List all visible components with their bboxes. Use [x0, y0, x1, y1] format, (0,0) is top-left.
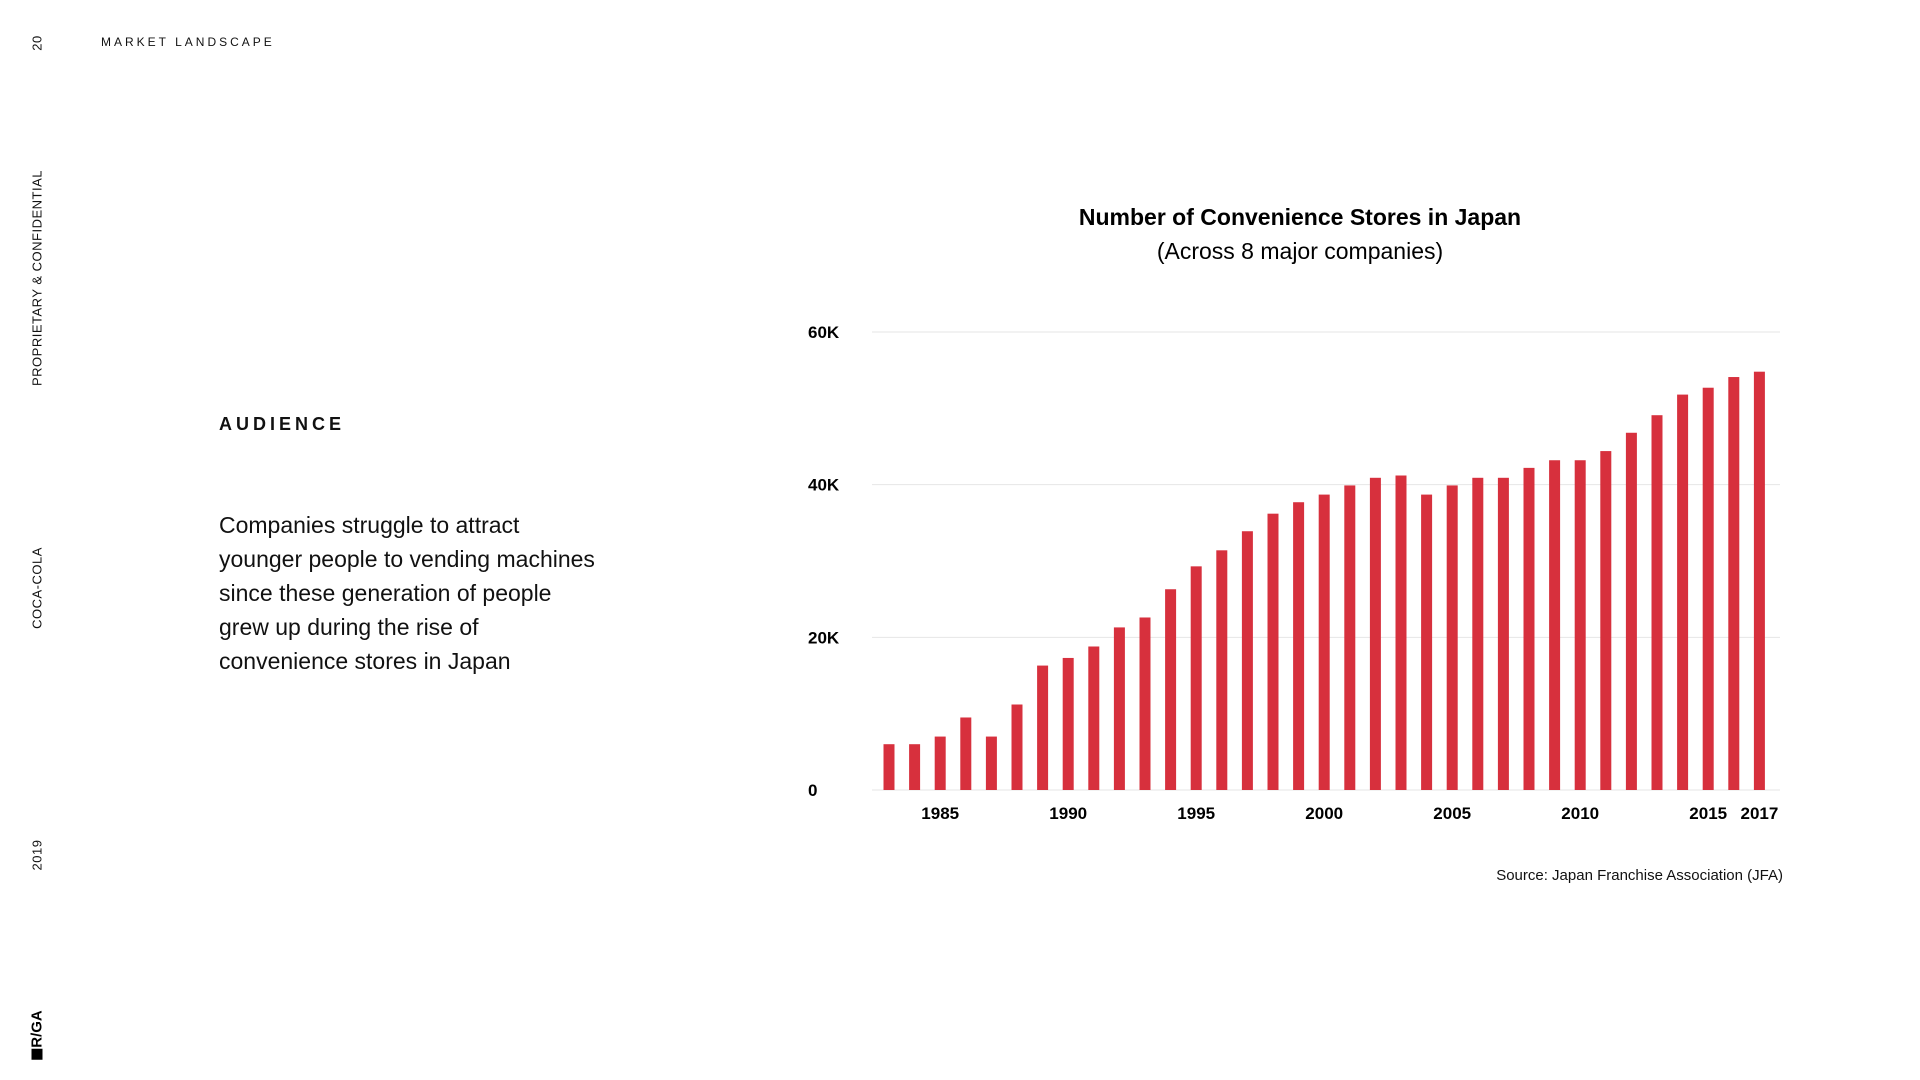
- x-tick-label: 2000: [1305, 804, 1343, 823]
- chart-source: Source: Japan Franchise Association (JFA…: [1496, 867, 1783, 884]
- bar: [1395, 475, 1407, 790]
- bar: [1113, 627, 1125, 790]
- x-tick-label: 2005: [1433, 804, 1471, 823]
- bar: [1011, 704, 1023, 790]
- x-tick-label: 2015: [1689, 804, 1727, 823]
- bar: [1241, 531, 1253, 790]
- bar: [883, 744, 895, 790]
- bar: [1728, 377, 1740, 790]
- bar: [1190, 566, 1202, 790]
- bar: [1062, 657, 1074, 790]
- bar: [1600, 451, 1612, 790]
- y-tick-label: 60K: [808, 323, 840, 342]
- bar: [1677, 394, 1689, 790]
- x-tick-label: 1990: [1049, 804, 1087, 823]
- bar: [1216, 550, 1228, 790]
- bar: [1497, 477, 1509, 790]
- bar: [1753, 371, 1765, 790]
- bar: [1037, 665, 1049, 790]
- bar: [909, 744, 921, 790]
- bar: [1421, 494, 1433, 790]
- bar: [1702, 387, 1714, 790]
- y-tick-label: 20K: [808, 628, 840, 647]
- bar: [1523, 467, 1535, 790]
- x-tick-label: 2010: [1561, 804, 1599, 823]
- y-tick-label: 40K: [808, 476, 840, 495]
- x-tick-label: 1985: [921, 804, 959, 823]
- chart-subtitle: (Across 8 major companies): [1156, 238, 1444, 264]
- bar: [1549, 460, 1561, 790]
- bar: [1369, 477, 1381, 790]
- x-tick-label: 1995: [1177, 804, 1215, 823]
- x-tick-label: 2017: [1740, 804, 1778, 823]
- bar: [1446, 485, 1458, 790]
- chart-title: Number of Convenience Stores in Japan: [1078, 204, 1522, 230]
- bar: [1267, 513, 1279, 790]
- y-tick-label: 0: [808, 781, 817, 800]
- bar: [960, 717, 972, 790]
- bar: [1344, 485, 1356, 790]
- audience-heading: AUDIENCE: [219, 414, 346, 434]
- bar: [1139, 617, 1151, 790]
- bar: [1293, 502, 1305, 790]
- bar: [1088, 646, 1100, 790]
- bar: [934, 736, 946, 790]
- bar: [1625, 432, 1637, 790]
- bar: [1318, 494, 1330, 790]
- bar: [1651, 415, 1663, 790]
- section-label: MARKET LANDSCAPE: [101, 35, 275, 49]
- bar: [985, 736, 997, 790]
- audience-body: Companies struggle to attract younger pe…: [219, 512, 595, 674]
- bar: [1574, 460, 1586, 790]
- bar: [1165, 589, 1177, 790]
- bar: [1472, 477, 1484, 790]
